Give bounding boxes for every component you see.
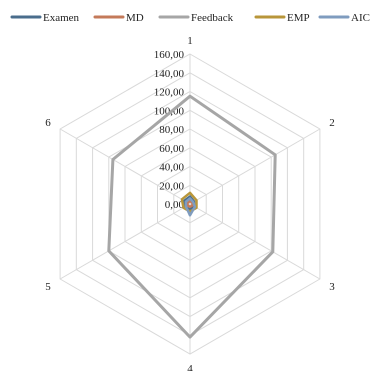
spoke-5 xyxy=(59,203,191,280)
spoke-6 xyxy=(59,128,191,205)
tick-label: 20,00 xyxy=(159,180,184,192)
category-label-5: 5 xyxy=(45,281,51,293)
category-label-2: 2 xyxy=(329,117,335,129)
category-label-3: 3 xyxy=(329,281,335,293)
spoke-2 xyxy=(189,128,321,205)
series-line-feedback xyxy=(107,94,277,339)
tick-label: 140,00 xyxy=(154,68,185,80)
series-line-emp xyxy=(180,191,198,213)
legend-label-aic: AIC xyxy=(351,12,370,24)
radial-tick-labels: 0,00 20,00 40,00 60,00 80,00 100,00 120,00 140,… xyxy=(154,49,185,211)
tick-label: 80,00 xyxy=(159,124,184,136)
legend-label-examen: Examen xyxy=(43,12,80,24)
category-label-4: 4 xyxy=(187,363,193,371)
radar-grid xyxy=(59,53,321,355)
tick-label: 40,00 xyxy=(159,162,184,174)
category-label-1: 1 xyxy=(187,35,193,47)
series-line-aic xyxy=(184,197,197,217)
tick-label: 0,00 xyxy=(165,199,185,211)
legend-label-emp: EMP xyxy=(287,12,310,24)
tick-label: 120,00 xyxy=(154,87,185,99)
tick-label: 100,00 xyxy=(154,105,185,117)
spoke-3 xyxy=(189,203,321,280)
legend: Examen MD Feedback EMP AIC xyxy=(10,12,370,24)
legend-label-md: MD xyxy=(126,12,144,24)
tick-label: 60,00 xyxy=(159,143,184,155)
series-group xyxy=(107,94,277,339)
category-axis-labels: 1 2 3 4 5 6 xyxy=(45,35,335,371)
legend-label-feedback: Feedback xyxy=(191,12,234,24)
category-label-6: 6 xyxy=(45,117,51,129)
tick-label: 160,00 xyxy=(154,49,185,61)
